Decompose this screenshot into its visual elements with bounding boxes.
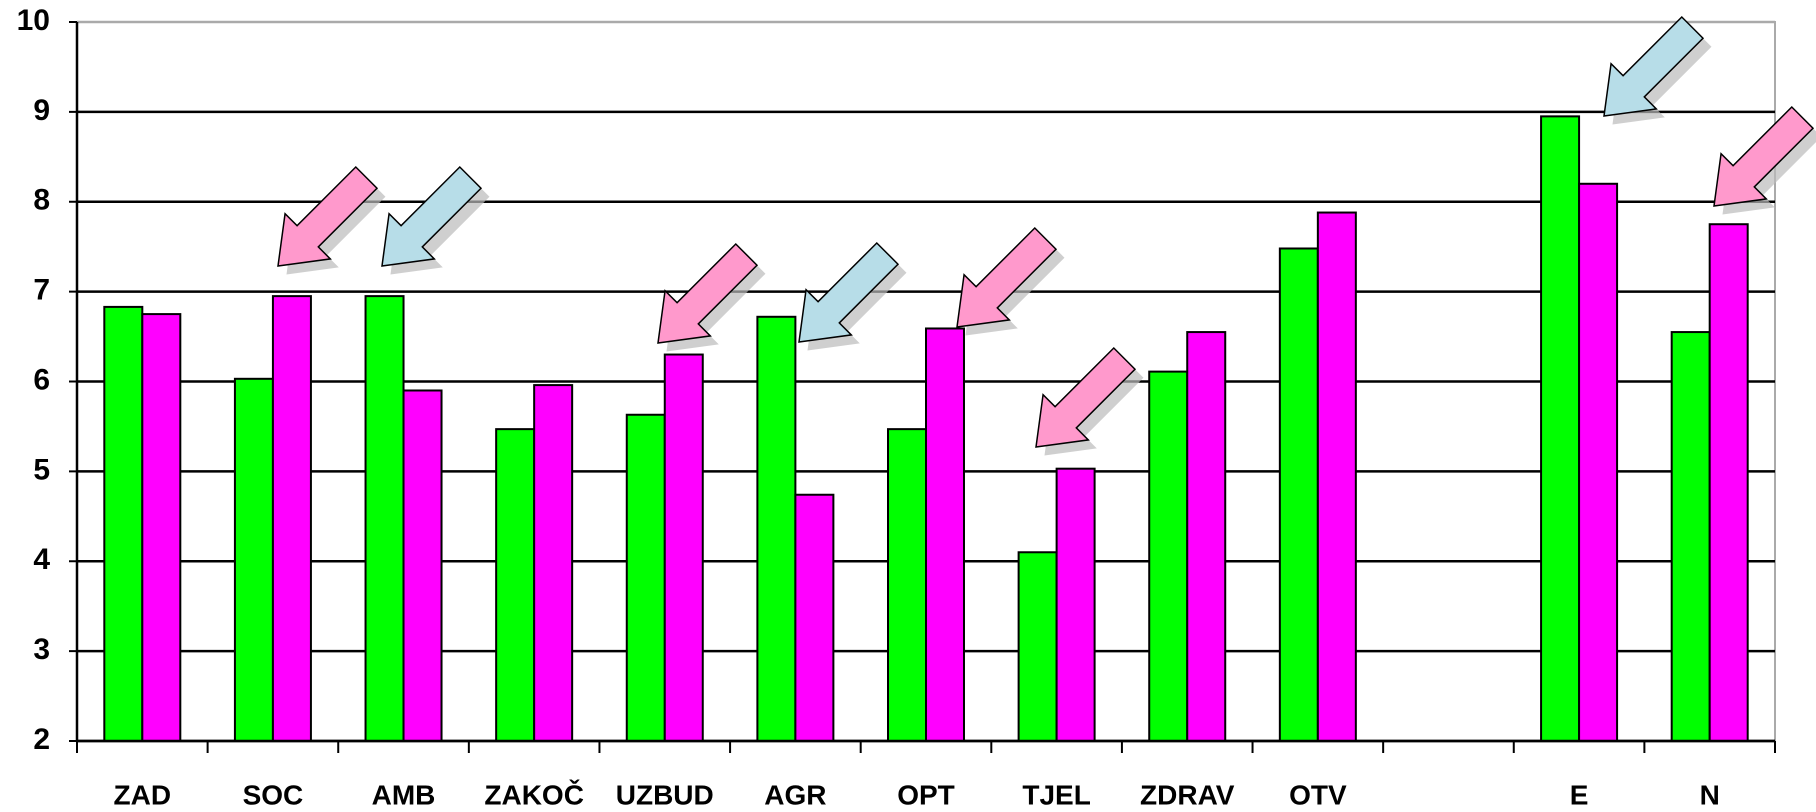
y-tick-label: 7 <box>33 274 50 307</box>
bar <box>663 353 704 742</box>
bar <box>1278 247 1319 743</box>
y-tick-label: 6 <box>33 363 50 396</box>
x-tick-label: TJEL <box>1022 779 1090 810</box>
bar <box>1540 115 1581 742</box>
bar <box>1017 551 1058 743</box>
bar <box>402 389 443 742</box>
bar <box>1186 331 1227 742</box>
y-tick-label: 8 <box>33 184 50 217</box>
bar <box>1316 211 1357 743</box>
bar <box>533 384 574 742</box>
y-tick-label: 5 <box>33 453 50 486</box>
bar <box>756 315 797 742</box>
x-tick-label: N <box>1700 779 1720 810</box>
x-tick-label: E <box>1570 779 1589 810</box>
bar <box>141 313 182 742</box>
y-tick-label: 3 <box>33 633 50 666</box>
bar <box>364 295 405 742</box>
plot-area: 2 3 4 5 6 7 8 9 10 ZAD SOC AMB ZAKOČ UZBUD AGR OPT TJEL Z… <box>17 4 1776 810</box>
bar <box>495 428 536 742</box>
bar <box>1578 182 1619 742</box>
x-tick-label: SOC <box>243 779 304 810</box>
bar <box>887 428 927 742</box>
bar <box>625 413 666 742</box>
y-tick-label: 2 <box>33 723 50 756</box>
bar <box>1055 467 1096 742</box>
bar <box>1708 223 1749 742</box>
bar <box>103 305 144 742</box>
x-tick-label: ZAKOČ <box>484 778 584 810</box>
bar <box>925 327 965 742</box>
bar <box>233 377 274 742</box>
y-tick-label: 9 <box>33 94 50 127</box>
x-tick-label: OTV <box>1289 779 1347 810</box>
x-tick-label: ZDRAV <box>1140 779 1235 810</box>
y-tick-label: 4 <box>33 543 50 576</box>
bar <box>794 493 835 742</box>
bar <box>271 295 312 742</box>
x-tick-label: AMB <box>372 779 436 810</box>
bar <box>1148 370 1189 742</box>
x-tick-label: OPT <box>897 779 955 810</box>
bar <box>1670 331 1711 742</box>
y-tick-label: 10 <box>17 4 50 37</box>
x-tick-label: AGR <box>764 779 826 810</box>
x-tick-label: ZAD <box>114 779 172 810</box>
x-tick-label: UZBUD <box>616 779 714 810</box>
